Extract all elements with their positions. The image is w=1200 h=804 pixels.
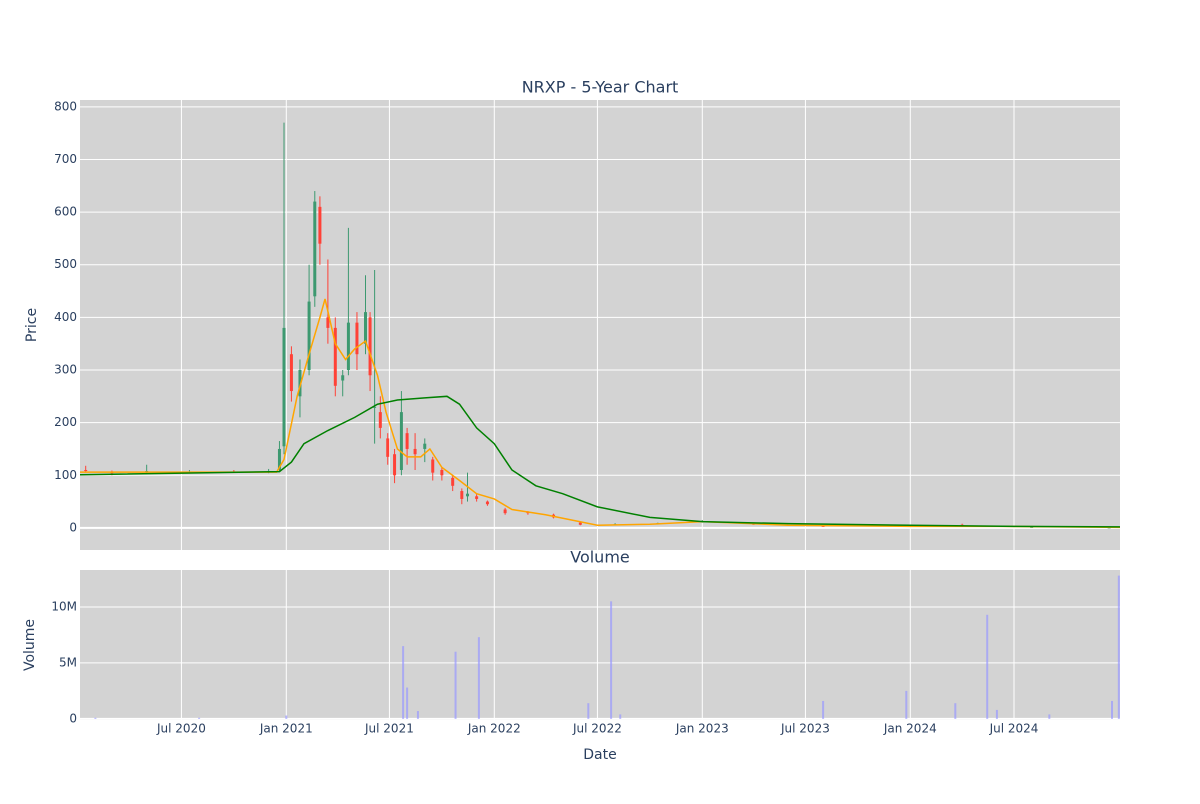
x-tick-label: Jul 2023 [780, 722, 830, 736]
x-tick-label: Jul 2020 [156, 722, 206, 736]
candle-body [386, 438, 390, 457]
candle-body [289, 354, 293, 392]
candle-body [355, 322, 359, 355]
candle-body [485, 501, 489, 505]
plot-area [80, 100, 1120, 550]
y-tick-label: 5M [59, 655, 77, 669]
y-tick-label: 0 [69, 520, 77, 534]
x-axis-title: Date [583, 747, 616, 763]
candle-body [364, 312, 368, 344]
moving-average-line [80, 395, 1120, 528]
volume-bar [402, 646, 405, 719]
volume-bar [477, 637, 480, 719]
volume-bar [285, 715, 288, 719]
candle-body [368, 317, 372, 376]
x-tick-label: Jan 2022 [467, 722, 521, 736]
volume-bar [610, 601, 613, 719]
candle-body [399, 412, 403, 470]
volume-bar [198, 717, 201, 719]
candle-body [466, 493, 470, 497]
y-tick-label: 200 [54, 415, 77, 429]
plot-marks [94, 575, 1120, 719]
moving-average-line [80, 298, 1120, 529]
volume-bar [954, 703, 957, 719]
volume-bar [406, 687, 409, 719]
candle-body [307, 301, 311, 370]
candle-body [282, 327, 286, 447]
x-tick-label: Jul 2021 [364, 722, 414, 736]
candle-body [298, 370, 302, 397]
chart-title: NRXP - 5-Year Chart [522, 78, 679, 97]
volume-bar [416, 711, 419, 719]
y-tick-label: 300 [54, 363, 77, 377]
candle-body [440, 470, 444, 476]
candle-body [475, 496, 479, 499]
volume-bar [986, 614, 989, 719]
y-tick-label: 500 [54, 257, 77, 271]
x-tick-label: Jul 2024 [989, 722, 1039, 736]
candle-body [451, 477, 455, 486]
candle-body [84, 470, 88, 472]
volume-bar [1117, 575, 1120, 719]
candle-body [277, 448, 281, 470]
candle-body [333, 327, 337, 386]
candle-body [423, 443, 427, 449]
y-tick-label: 800 [54, 99, 77, 113]
volume-bar [995, 709, 998, 719]
x-tick-label: Jul 2022 [572, 722, 622, 736]
y-axis-title: Price [24, 308, 40, 342]
x-tick-label: Jan 2021 [259, 722, 313, 736]
candle-body [341, 375, 345, 381]
candle-body [431, 459, 435, 473]
candle-body [313, 201, 317, 297]
x-tick-label: Jan 2024 [883, 722, 937, 736]
candle-body [378, 412, 382, 428]
y-axis-title: Volume [22, 619, 38, 671]
candle-body [318, 206, 322, 244]
plot-marks [80, 122, 1120, 529]
y-tick-label: 700 [54, 152, 77, 166]
candle-body [326, 317, 330, 328]
candle-body [578, 522, 582, 525]
candle-body [405, 433, 409, 449]
candle-body [413, 448, 417, 455]
candle-body [346, 322, 350, 370]
y-tick-label: 0 [69, 711, 77, 725]
candle-body [503, 509, 507, 514]
volume-bar [587, 703, 590, 719]
y-tick-label: 10M [51, 599, 77, 613]
volume-bar [94, 717, 97, 719]
y-tick-label: 100 [54, 468, 77, 482]
candle-body [460, 491, 464, 499]
x-tick-label: Jan 2023 [675, 722, 729, 736]
volume-bar [1111, 700, 1114, 719]
y-tick-label: 600 [54, 205, 77, 219]
subplot-title: Volume [570, 548, 630, 567]
volume-bar [905, 690, 908, 719]
volume-bar [454, 651, 457, 719]
plot-area [80, 570, 1120, 720]
y-tick-label: 400 [54, 310, 77, 324]
volume-bar [619, 714, 622, 719]
volume-bar [1048, 714, 1051, 719]
volume-bar [822, 700, 825, 719]
candle-body [393, 454, 397, 476]
candle-body [373, 406, 377, 408]
